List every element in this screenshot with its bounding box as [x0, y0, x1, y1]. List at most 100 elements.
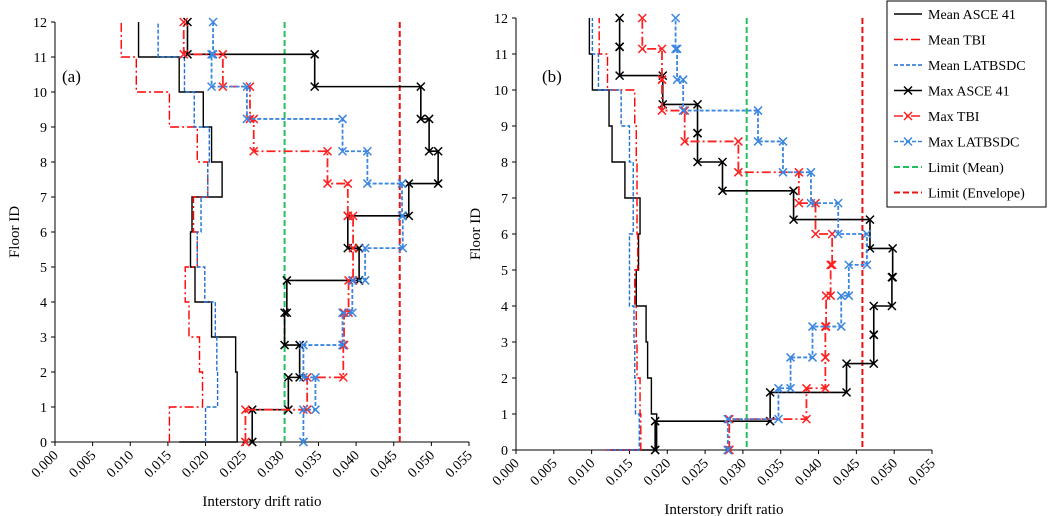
panel-a-y-tick-label: 9	[40, 121, 47, 136]
panel-a-x-tick-label: 0.035	[292, 448, 325, 481]
panel-a-series-max-asce-41-marker	[295, 372, 305, 382]
panel-a-y-tick-label: 6	[40, 226, 47, 241]
legend-item: Mean TBI	[894, 34, 986, 49]
panel-b-series-max-tbi-marker	[657, 75, 667, 85]
panel-b-series-max-asce-41-marker	[888, 272, 898, 282]
panel-b-y-tick-label: 10	[494, 84, 508, 99]
panel-a-series-max-latbsdc-marker	[298, 437, 308, 447]
panel-a-y-tick-label: 0	[40, 436, 47, 451]
legend-item: Mean LATBSDC	[894, 59, 1026, 74]
panel-a-series-max-asce-41-marker	[280, 340, 290, 350]
panel-a-y-tick-label: 1	[40, 401, 47, 416]
panel-b-series-max-latbsdc-marker	[806, 167, 816, 177]
panel-b-x-tick-label: 0.010	[566, 456, 599, 489]
legend-label: Limit (Mean)	[928, 161, 1004, 176]
panel-a-label: (a)	[62, 67, 81, 86]
legend-item: Max ASCE 41	[894, 85, 1010, 100]
legend-swatch-marker	[903, 136, 913, 147]
panel-a-y-tick-label: 3	[40, 331, 47, 346]
panel-a-series-max-tbi-marker	[179, 49, 189, 59]
panel-a-x-tick-label: 0.000	[29, 448, 62, 481]
panel-a-series-mean-latbsdc	[157, 22, 219, 442]
panel-a-series-max-latbsdc-marker	[362, 146, 372, 156]
legend-label: Mean LATBSDC	[928, 59, 1026, 74]
panel-a-x-tick-label: 0.010	[104, 448, 137, 481]
panel-b-series-max-asce-41	[618, 18, 894, 450]
panel-b-y-tick-label: 6	[501, 228, 508, 243]
panel-a-series-max-latbsdc-marker	[398, 243, 408, 253]
panel-a-series-max-latbsdc-marker	[360, 275, 370, 285]
panel-a-series-max-tbi-marker	[218, 49, 228, 59]
legend-label: Mean TBI	[928, 34, 986, 49]
legend: Mean ASCE 41 Mean TBI Mean LATBSDC Max ASCE…	[886, 0, 1047, 208]
panel-a-y-tick-label: 7	[40, 191, 47, 206]
panel-b-series-max-asce-41-marker	[869, 301, 879, 311]
panel-b-series-max-latbsdc-marker	[836, 322, 846, 332]
panel-b-series-max-asce-41-marker	[650, 445, 660, 455]
panel-b-series-max-tbi-marker	[733, 167, 743, 177]
panel-a-series-max-latbsdc-marker	[360, 243, 370, 253]
panel-b-series-max-latbsdc-marker	[672, 75, 682, 85]
panel-a-series-mean-tbi	[120, 22, 209, 443]
legend-label: Max LATBSDC	[928, 136, 1019, 151]
panel-a-series-max-latbsdc-marker	[298, 405, 308, 415]
panel-a-series-max-asce-41-marker	[247, 437, 257, 447]
panel-b-series-max-asce-41-marker	[865, 215, 875, 225]
panel-b-series-max-latbsdc-marker	[862, 229, 872, 239]
legend-item: Limit (Mean)	[894, 161, 1004, 176]
panel-b-series-max-tbi-marker	[794, 198, 804, 208]
panel-b-series-max-tbi-marker	[827, 260, 837, 270]
panel-a-series-max-tbi-marker	[339, 340, 349, 350]
panel-b-series-max-latbsdc-marker	[862, 260, 872, 270]
panel-b-series-max-latbsdc-marker	[833, 198, 843, 208]
panel-b-x-tick-label: 0.025	[679, 456, 712, 489]
legend-swatch-marker	[903, 85, 913, 96]
panel-b-y-tick-label: 3	[501, 336, 508, 351]
panel-a-series-max-tbi-marker	[348, 243, 358, 253]
panel-b-series-max-tbi-marker	[801, 383, 811, 393]
panel-a-series-max-asce-41-marker	[182, 17, 193, 27]
legend-label: Limit (Envelope)	[928, 187, 1025, 202]
panel-a-x-tick-label: 0.005	[67, 448, 100, 481]
panel-b-series-max-latbsdc-marker	[807, 322, 818, 332]
panel-b-series-max-latbsdc-marker	[753, 136, 763, 146]
panel-a-series-max-latbsdc-marker	[207, 49, 217, 59]
panel-b-x-tick-label: 0.040	[792, 456, 825, 489]
panel-a-series-max-asce-41-marker	[283, 372, 293, 382]
panel-a-series-max-latbsdc-marker	[397, 211, 407, 221]
panel-b-series-max-latbsdc-marker	[778, 136, 788, 146]
panel-a-series-max-latbsdc-marker	[338, 340, 348, 350]
panel-b-series-max-latbsdc-marker	[844, 291, 854, 301]
panel-b-series-max-tbi-marker	[794, 167, 804, 177]
panel-b-series-max-asce-41-marker	[650, 416, 660, 426]
legend-swatch-marker	[903, 111, 913, 121]
panel-b-series-max-asce-41-marker	[842, 387, 852, 397]
panel-b-series-max-latbsdc-marker	[672, 44, 682, 54]
panel-b-series-max-tbi-marker	[657, 106, 667, 116]
panel-b-series-max-asce-41-marker	[615, 71, 625, 81]
panel-b-y-tick-label: 11	[495, 48, 508, 63]
panel-b-series-max-tbi-marker	[826, 260, 836, 270]
panel-b-series-max-asce-41-marker	[717, 157, 728, 167]
panel-a-x-tick-label: 0.015	[142, 448, 175, 481]
panel-b-series-max-tbi-marker	[724, 445, 734, 455]
panel-b-series-max-tbi-marker	[733, 136, 743, 146]
panel-b-x-tick-label: 0.030	[717, 456, 750, 489]
panel-b-x-tick-label: 0.045	[830, 456, 863, 489]
panel-b-series-max-latbsdc-marker	[753, 106, 763, 116]
panel-a-series-max-latbsdc-marker	[208, 49, 218, 59]
panel-a-y-tick-label: 2	[40, 366, 47, 381]
panel-b-x-tick-label: 0.005	[528, 456, 561, 489]
panel-b-series-max-latbsdc-marker	[786, 383, 796, 393]
panel-b-series-max-latbsdc-marker	[723, 414, 733, 424]
panel-a-y-tick-label: 11	[34, 51, 47, 66]
panel-a-series-max-latbsdc-marker	[338, 114, 348, 124]
panel-b-label: (b)	[542, 67, 562, 86]
panel-a-series-mean-asce-41	[137, 22, 238, 443]
panel-b-series-max-asce-41-marker	[615, 42, 625, 52]
panel-b-series-max-latbsdc-marker	[836, 291, 846, 301]
panel-b-series-max-latbsdc-marker	[671, 13, 681, 23]
panel-a-y-tick-label: 12	[33, 16, 47, 31]
panel-a-series-max-asce-41-marker	[295, 340, 305, 350]
panel-b-series-max-latbsdc-marker	[807, 352, 818, 362]
